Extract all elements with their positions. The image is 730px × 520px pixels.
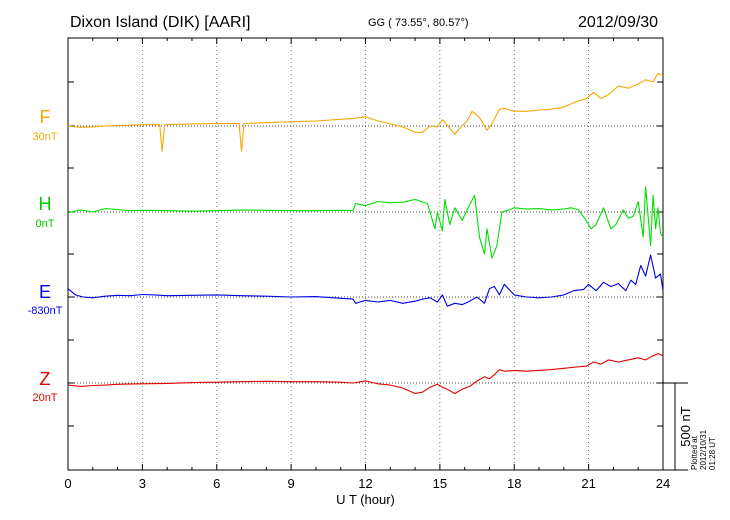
baseline-label-F: 30nT (32, 131, 58, 143)
component-label-F: F (39, 107, 51, 127)
component-label-H: H (38, 194, 52, 214)
geographic-coordinates: GG ( 73.55°, 80.57°) (368, 17, 469, 29)
series-line-Z (67, 353, 664, 395)
x-tick-label-0: 0 (64, 476, 71, 491)
x-tick-label-21: 21 (581, 476, 595, 491)
x-tick-label-18: 18 (507, 476, 521, 491)
baseline-label-H: 0nT (35, 218, 55, 230)
date-label: 2012/09/30 (578, 14, 659, 31)
x-tick-label-3: 3 (139, 476, 146, 491)
x-tick-label-24: 24 (656, 476, 670, 491)
series-line-F (67, 72, 664, 152)
baseline-label-E: -830nT (27, 305, 63, 317)
x-tick-label-12: 12 (358, 476, 372, 491)
series-line-H (67, 186, 664, 259)
x-tick-label-9: 9 (288, 476, 295, 491)
baseline-label-Z: 20nT (32, 392, 58, 404)
x-tick-label-15: 15 (433, 476, 447, 491)
x-tick-label-6: 6 (213, 476, 220, 491)
series-line-E (67, 254, 664, 307)
component-label-E: E (38, 282, 51, 302)
x-axis-label: U T (hour) (336, 492, 395, 507)
component-label-Z: Z (39, 369, 51, 389)
scale-bar-label: 500 nT (678, 406, 693, 447)
station-title: Dixon Island (DIK) [AARI] (70, 14, 251, 31)
